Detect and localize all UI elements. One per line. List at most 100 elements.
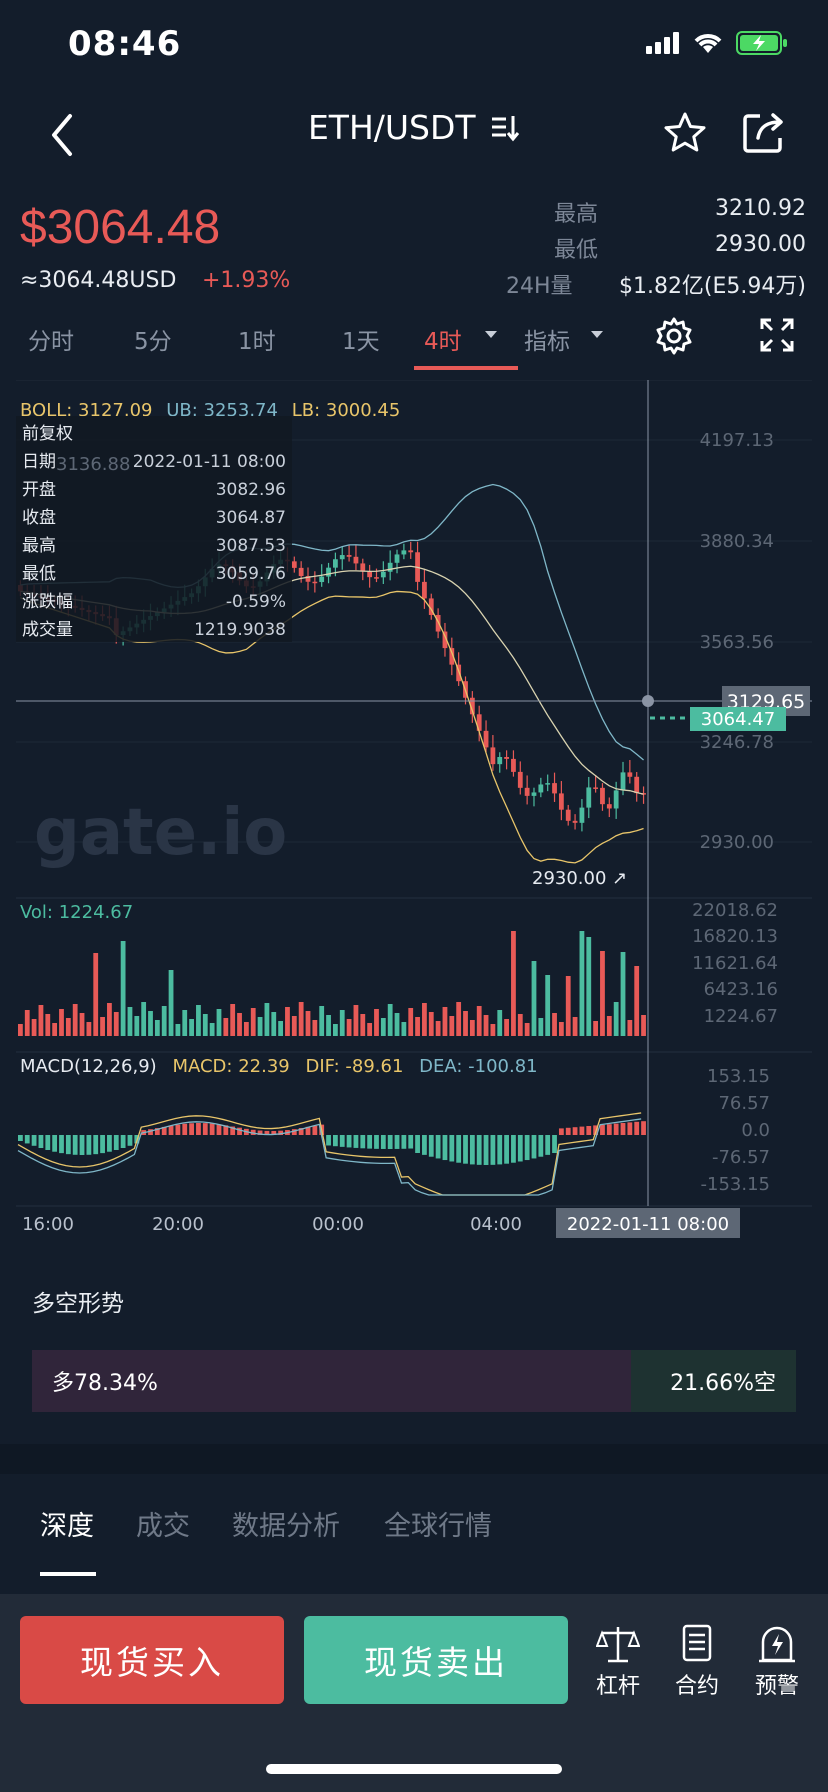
status-time: 08:46 [68, 24, 182, 64]
spot-buy-button[interactable]: 现货买入 [20, 1616, 284, 1704]
fullscreen-icon[interactable] [760, 318, 794, 352]
alert-button[interactable]: 预警 [742, 1624, 812, 1700]
tab-indicators[interactable]: 指标 [524, 329, 570, 355]
tab-data-analysis[interactable]: 数据分析 [232, 1511, 340, 1542]
spot-sell-button[interactable]: 现货卖出 [304, 1616, 568, 1704]
macd-histogram-bar [606, 1124, 612, 1135]
macd-histogram-bar [490, 1135, 496, 1165]
volume-bar [312, 1020, 318, 1036]
tab-depth[interactable]: 深度 [40, 1511, 94, 1542]
tab-global-market[interactable]: 全球行情 [384, 1511, 492, 1542]
candle-body [456, 664, 462, 682]
short-ratio: 21.66%空 [630, 1350, 796, 1412]
candle-body [504, 757, 509, 759]
stat-high-value: 3210.92 [715, 196, 806, 221]
macd-histogram-bar [483, 1135, 489, 1165]
candle-body [333, 559, 338, 568]
volume-bar [31, 1019, 37, 1036]
settings-gear-icon[interactable] [654, 316, 694, 356]
tab-4hour[interactable]: 4时 [424, 329, 462, 355]
macd-histogram-bar [31, 1135, 37, 1146]
price-axis-label: 2930.00 [700, 832, 774, 853]
volume-legend: Vol: 1224.67 [20, 902, 134, 923]
macd-histogram-bar [168, 1125, 174, 1135]
candle-body [620, 772, 626, 791]
macd-histogram-bar [339, 1135, 345, 1147]
volume-bar [401, 1022, 407, 1036]
kline-chart[interactable]: 4197.13 3880.34 3563.56 3246.78 2930.00 gate.… [0, 380, 828, 1240]
battery-icon [736, 31, 787, 55]
macd-histogram-bar [65, 1135, 71, 1155]
info-row: 收盘 3064.87 [22, 504, 286, 532]
volume-bar [202, 1014, 208, 1036]
contract-button[interactable]: 合约 [662, 1624, 732, 1700]
kline-chart-area[interactable]: 4197.13 3880.34 3563.56 3246.78 2930.00 gate.… [0, 380, 828, 1240]
pair-name: ETH/USDT [307, 108, 476, 147]
tab-5min[interactable]: 5分 [134, 329, 172, 355]
info-key: 最高 [22, 536, 56, 556]
volume-bar [435, 1021, 441, 1036]
volume-bar [606, 1016, 612, 1036]
macd-histogram-bar [100, 1135, 105, 1154]
interval-tabs: 分时 5分 1时 1天 4时 指标 [0, 316, 828, 372]
alert-label: 预警 [754, 1674, 799, 1699]
volume-bar [504, 1019, 509, 1036]
favorite-button[interactable] [662, 110, 708, 156]
volume-bar [209, 1023, 215, 1036]
tab-1day[interactable]: 1天 [342, 329, 380, 355]
volume-bar [545, 975, 551, 1036]
macd-axis-label: 0.0 [741, 1120, 770, 1141]
caret-down-icon[interactable] [590, 330, 604, 340]
candle-body [565, 809, 571, 821]
candle-body [517, 771, 523, 788]
volume-bar [45, 1014, 51, 1036]
volume-bar [237, 1013, 242, 1036]
margin-label: 杠杆 [595, 1674, 640, 1699]
back-button[interactable] [44, 110, 84, 160]
macd-histogram-bar [326, 1135, 331, 1146]
stat-volume-label: 24H量 [506, 274, 573, 299]
volume-bar [18, 1024, 23, 1036]
dif-value: DIF: -89.61 [305, 1056, 404, 1077]
price-axis-label: 3563.56 [700, 632, 774, 653]
macd-histogram-bar [504, 1135, 509, 1164]
volume-bar [79, 1013, 85, 1036]
volume-bar [120, 941, 126, 1036]
candle-body [538, 784, 544, 793]
volume-bar [572, 1017, 578, 1036]
share-button[interactable] [740, 110, 786, 156]
caret-down-icon[interactable] [484, 330, 498, 340]
volume-bar [634, 966, 640, 1036]
stat-volume: 24H量 $1.82亿(E5.94万) [506, 268, 806, 304]
macd-histogram-bar [401, 1135, 407, 1149]
macd-histogram-bar [360, 1135, 366, 1149]
stat-high: 最高 3210.92 [506, 196, 806, 232]
stat-high-label: 最高 [554, 202, 599, 227]
pair-title[interactable]: ETH/USDT [0, 108, 828, 147]
volume-bar [428, 1012, 434, 1036]
macd-histogram-bar [72, 1135, 78, 1155]
price-axis-label: 3880.34 [700, 531, 774, 552]
macd-axis-label: 76.57 [718, 1093, 770, 1114]
tab-1hour[interactable]: 1时 [238, 329, 276, 355]
volume-bar [511, 931, 516, 1036]
candle-body [476, 714, 482, 731]
tab-timeline[interactable]: 分时 [28, 329, 74, 355]
margin-button[interactable]: 杠杆 [583, 1624, 653, 1700]
candle-body [449, 648, 455, 665]
volume-bar [360, 1014, 366, 1036]
macd-histogram-bar [312, 1125, 318, 1135]
stat-low-value: 2930.00 [715, 232, 806, 257]
dea-value: DEA: -100.81 [419, 1056, 538, 1077]
volume-bar [374, 1009, 379, 1036]
candle-body [298, 567, 304, 577]
macd-histogram-bar [524, 1135, 530, 1161]
macd-histogram-bar [209, 1123, 215, 1135]
candle-body [469, 697, 475, 715]
volume-bar [326, 1015, 331, 1036]
volume-bar [141, 1002, 147, 1036]
macd-histogram-bar [613, 1123, 619, 1135]
volume-bar [346, 1019, 352, 1036]
tab-trades[interactable]: 成交 [136, 1511, 190, 1542]
candle-body [545, 783, 551, 785]
